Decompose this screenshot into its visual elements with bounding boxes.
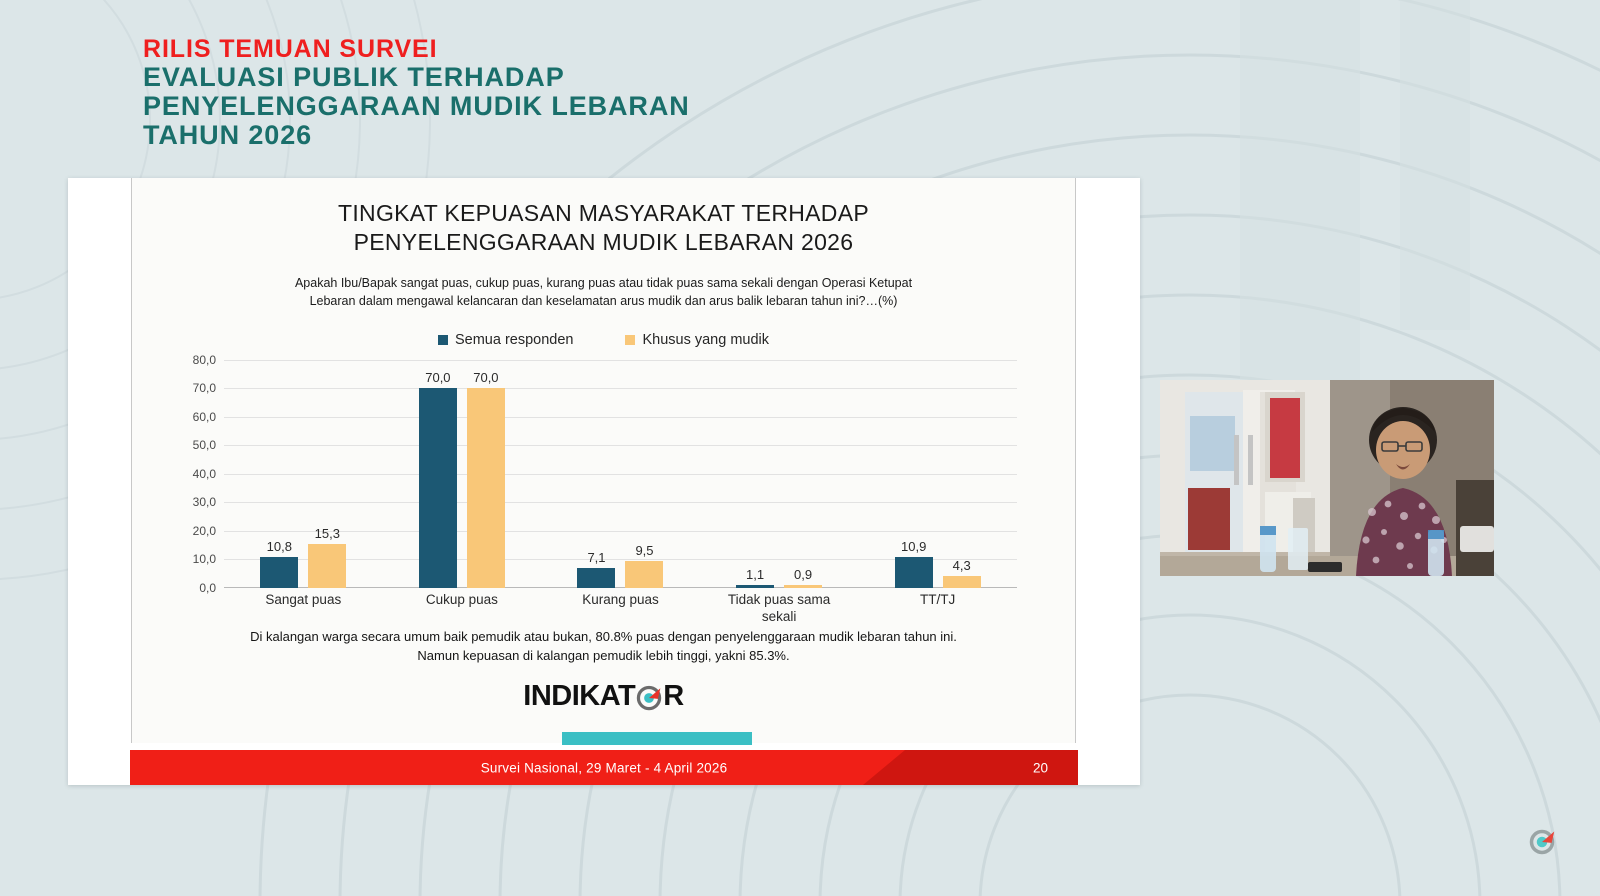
headline-line-1: RILIS TEMUAN SURVEI: [143, 35, 438, 63]
headline-line-2: EVALUASI PUBLIK TERHADAP: [143, 62, 565, 92]
bar-value-label: 9,5: [635, 542, 654, 558]
bar: [625, 560, 664, 588]
footer-page-number: 20: [1032, 760, 1048, 775]
chart-subtitle-line-1: Apakah Ibu/Bapak sangat puas, cukup puas…: [294, 276, 913, 291]
y-axis-tick-label: 50,0: [192, 438, 216, 453]
chart-note-line-2: Namun kepuasan di kalangan pemudik lebih…: [417, 647, 790, 663]
bar-value-label: 1,1: [746, 566, 765, 582]
bar-column: 15,3: [308, 360, 347, 588]
teal-accent-tab: [562, 732, 752, 745]
legend-item-semua-responden: Semua responden: [437, 331, 574, 348]
bar-column: 7,1: [577, 360, 616, 588]
gridline: [224, 445, 1017, 447]
bar-group: 70,0 70,0: [418, 360, 505, 588]
bar-column: 4,3: [942, 360, 981, 588]
slide-footer: Survei Nasional, 29 Maret - 4 April 2026…: [130, 750, 1078, 785]
bar: [736, 584, 775, 588]
bar-value-label: 70,0: [473, 370, 499, 386]
bar: [784, 585, 823, 588]
logo-text-pre: INDIKAT: [523, 679, 636, 712]
footer-accent-shape: [863, 750, 1078, 785]
gridline: [224, 416, 1017, 418]
bar-group: 10,9 4,3: [894, 360, 981, 588]
legend-label: Khusus yang mudik: [642, 331, 770, 348]
chart-note: Di kalangan warga secara umum baik pemud…: [182, 628, 1025, 666]
slide-panel: TINGKAT KEPUASAN MASYARAKAT TERHADAP PEN…: [68, 178, 1140, 785]
x-axis-tick-label: TT/TJ: [920, 591, 956, 607]
chart-title: TINGKAT KEPUASAN MASYARAKAT TERHADAP PEN…: [132, 178, 1075, 257]
bar-value-label: 7,1: [587, 549, 606, 565]
gridline: [224, 359, 1017, 361]
bar-column: 10,9: [894, 360, 933, 588]
bar-column: 0,9: [784, 360, 823, 588]
gridline: [224, 502, 1017, 504]
bar-group: 1,1 0,9: [736, 360, 823, 588]
y-axis-tick-label: 70,0: [192, 381, 216, 396]
logo-text-post: R: [663, 679, 684, 712]
legend-swatch-icon: [437, 334, 448, 345]
slide-inner-panel: TINGKAT KEPUASAN MASYARAKAT TERHADAP PEN…: [131, 178, 1076, 745]
chart-title-line-1: TINGKAT KEPUASAN MASYARAKAT TERHADAP: [338, 200, 869, 226]
x-axis-tick-label: Sangat puas: [265, 591, 342, 607]
footer-survey-text: Survei Nasional, 29 Maret - 4 April 2026: [480, 760, 728, 775]
x-axis-tick-label: Cukup puas: [425, 591, 498, 607]
bar: [260, 557, 299, 588]
chart-subtitle-line-2: Lebaran dalam mengawal kelancaran dan ke…: [309, 294, 898, 309]
bar-group: 7,1 9,5: [577, 360, 664, 588]
bar-column: 10,8: [260, 360, 299, 588]
bar-column: 9,5: [625, 360, 664, 588]
bar-column: 70,0: [466, 360, 505, 588]
y-axis-tick-label: 30,0: [192, 495, 216, 510]
y-axis-tick-label: 10,0: [192, 552, 216, 567]
legend-swatch-icon: [625, 334, 636, 345]
y-axis-labels: 0,0 10,0 20,0 30,0 40,0 50,0 60,0 70,0 80,0: [172, 353, 216, 595]
bar: [308, 544, 347, 588]
indikator-logo-text: INDIKAT R: [523, 679, 684, 713]
headline-line-3: PENYELENGGARAAN MUDIK LEBARAN: [143, 91, 690, 121]
y-axis-tick-label: 20,0: [192, 523, 216, 538]
headline-block: RILIS TEMUAN SURVEI EVALUASI PUBLIK TERH…: [143, 36, 690, 150]
y-axis-tick-label: 80,0: [192, 352, 216, 367]
bar-value-label: 70,0: [425, 370, 451, 386]
chart-subtitle: Apakah Ibu/Bapak sangat puas, cukup puas…: [176, 275, 1031, 311]
corner-brand-icon: [1528, 828, 1556, 856]
y-axis-tick-label: 0,0: [199, 580, 216, 595]
x-axis-tick-label: Kurang puas: [582, 591, 659, 607]
chart-note-line-1: Di kalangan warga secara umum baik pemud…: [250, 628, 957, 644]
indikator-mark-icon: [636, 685, 662, 711]
legend-item-khusus-yang-mudik: Khusus yang mudik: [625, 332, 769, 348]
chart-gridlines: [224, 359, 1017, 588]
bar: [894, 556, 933, 588]
chart-legend: Semua responden Khusus yang mudik: [132, 332, 1075, 348]
chart-bars: 10,8 15,3 70,0 70,0 7,1 9,5 1,1 0,9 10,9 4,3: [224, 360, 1017, 588]
chart-title-line-2: PENYELENGGARAAN MUDIK LEBARAN 2026: [353, 229, 854, 256]
bar-value-label: 10,8: [266, 539, 292, 555]
bar: [418, 388, 457, 588]
y-axis-tick-label: 60,0: [192, 409, 216, 424]
bar-column: 70,0: [418, 360, 457, 588]
chart-plot-area: 0,0 10,0 20,0 30,0 40,0 50,0 60,0 70,0 80,0 10,8…: [172, 353, 1035, 624]
legend-label: Semua responden: [454, 331, 574, 348]
bar-value-label: 4,3: [952, 557, 971, 573]
indikator-logo: INDIKAT R: [132, 680, 1075, 713]
y-axis-tick-label: 40,0: [192, 466, 216, 481]
bar: [466, 388, 505, 588]
bar: [577, 567, 616, 588]
bar-value-label: 15,3: [314, 526, 340, 542]
gridline: [224, 473, 1017, 475]
bar: [942, 575, 981, 588]
gridline: [224, 388, 1017, 390]
x-axis-labels: Sangat puas Cukup puas Kurang puas Tidak pu…: [224, 592, 1017, 626]
webcam-video-overlay[interactable]: [1160, 380, 1494, 576]
bar-group: 10,8 15,3: [260, 360, 347, 588]
gridline: [224, 530, 1017, 532]
headline-line-4: TAHUN 2026: [143, 120, 313, 150]
bar-value-label: 10,9: [901, 538, 927, 554]
bar-column: 1,1: [736, 360, 775, 588]
gridline: [224, 559, 1017, 561]
bar-value-label: 0,9: [794, 567, 813, 583]
x-axis-tick-label: Tidak puas sama sekali: [727, 591, 831, 624]
